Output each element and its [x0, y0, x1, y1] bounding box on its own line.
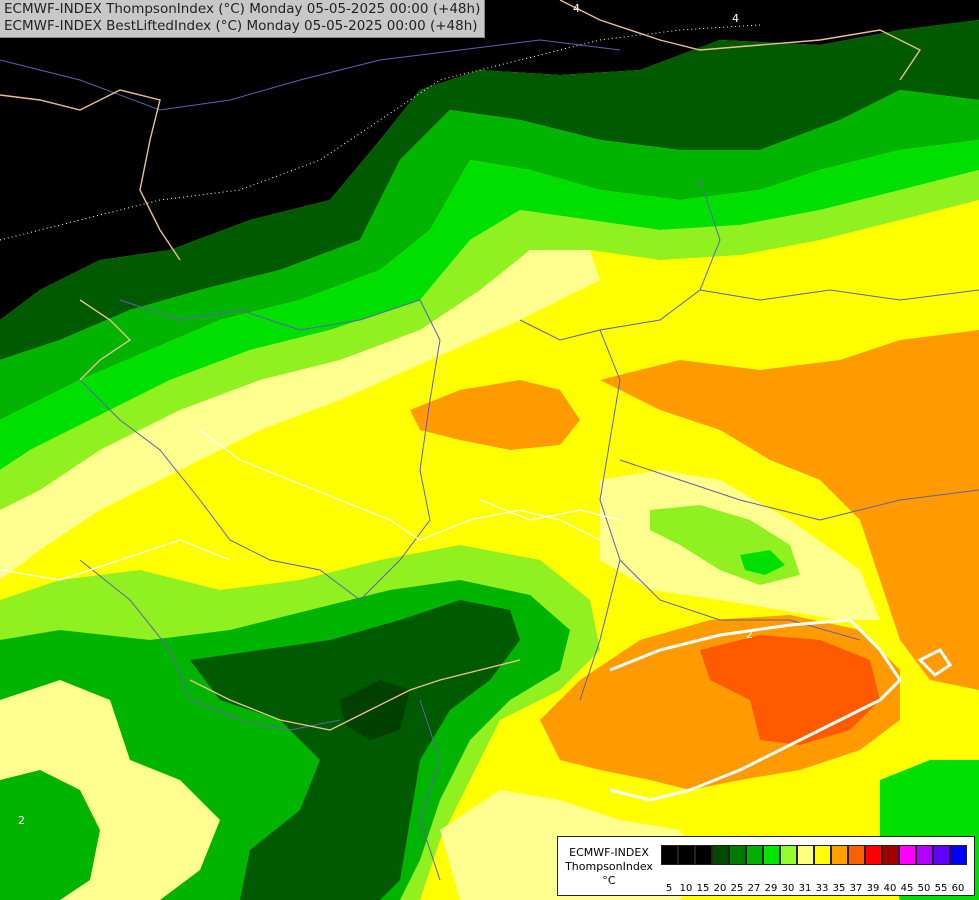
legend-tick-label: 50: [917, 883, 931, 894]
legend-swatch: [916, 845, 933, 865]
region-orange-central: [410, 380, 580, 450]
header-line-bestlifted: ECMWF-INDEX BestLiftedIndex (°C) Monday …: [4, 18, 478, 34]
lifted-index-contours: [0, 429, 621, 581]
legend-title: ECMWF-INDEX ThompsonIndex °C: [562, 846, 656, 888]
legend-tick-label: 45: [900, 883, 914, 894]
legend-swatch: [899, 845, 916, 865]
region-green-east: [740, 550, 785, 575]
legend-tick-label: 31: [798, 883, 812, 894]
region-red-orange-southeast: [700, 635, 880, 745]
legend-swatch: [950, 845, 967, 865]
legend-title-index: ThompsonIndex: [565, 860, 653, 873]
coastlines: [0, 0, 922, 731]
legend-tick-label: 30: [781, 883, 795, 894]
legend-swatch: [814, 845, 831, 865]
legend-swatch: [661, 845, 678, 865]
legend-swatch: [729, 845, 746, 865]
region-lime-north: [0, 170, 979, 510]
map-header: ECMWF-INDEX ThompsonIndex (°C) Monday 05…: [0, 0, 486, 38]
legend-tick-label: 37: [849, 883, 863, 894]
region-dark-green-north: [0, 20, 979, 360]
contour-label-4b: 4: [732, 12, 739, 25]
legend-swatch: [797, 845, 814, 865]
legend-tick-label: 29: [764, 883, 778, 894]
header-line-thompson: ECMWF-INDEX ThompsonIndex (°C) Monday 05…: [4, 1, 481, 17]
contour-label-2b: 2: [18, 814, 25, 827]
region-green-north: [0, 90, 979, 420]
legend-swatch: [695, 845, 712, 865]
region-dark-green-south: [190, 600, 520, 900]
legend-tick-label: 10: [679, 883, 693, 894]
region-orange-east: [600, 330, 979, 690]
contour-label-2a: 2: [746, 628, 753, 641]
legend-tick-label: 35: [832, 883, 846, 894]
country-borders: [0, 39, 979, 881]
legend-swatch: [780, 845, 797, 865]
region-darker-green-south: [340, 680, 410, 740]
legend-tick-label: 33: [815, 883, 829, 894]
legend-swatch: [848, 845, 865, 865]
region-black: [0, 0, 979, 320]
region-green-southwest: [0, 770, 100, 900]
legend-swatch: [933, 845, 950, 865]
legend: ECMWF-INDEX ThompsonIndex °C 5 10 15 20 25 27…: [557, 836, 975, 896]
legend-tick-label: 39: [866, 883, 880, 894]
zero-contour: [609, 618, 953, 802]
legend-tick-label: 20: [713, 883, 727, 894]
legend-tick-label: 15: [696, 883, 710, 894]
legend-tick-label: 25: [730, 883, 744, 894]
legend-tick-label: 60: [951, 883, 965, 894]
legend-swatch: [678, 845, 695, 865]
legend-title-unit: °C: [602, 874, 616, 887]
legend-swatch: [763, 845, 780, 865]
legend-swatch: [831, 845, 848, 865]
legend-tick-label: 5: [665, 883, 673, 894]
region-pale-yellow-west: [0, 250, 600, 580]
legend-tick-label: 27: [747, 883, 761, 894]
legend-title-model: ECMWF-INDEX: [569, 846, 649, 859]
legend-tick-label: 55: [934, 883, 948, 894]
legend-swatch: [882, 845, 899, 865]
contour-label-4a: 4: [573, 2, 580, 15]
legend-swatch: [865, 845, 882, 865]
legend-swatch: [746, 845, 763, 865]
region-light-green-north: [0, 140, 979, 470]
legend-swatch: [712, 845, 729, 865]
legend-tick-label: 40: [883, 883, 897, 894]
